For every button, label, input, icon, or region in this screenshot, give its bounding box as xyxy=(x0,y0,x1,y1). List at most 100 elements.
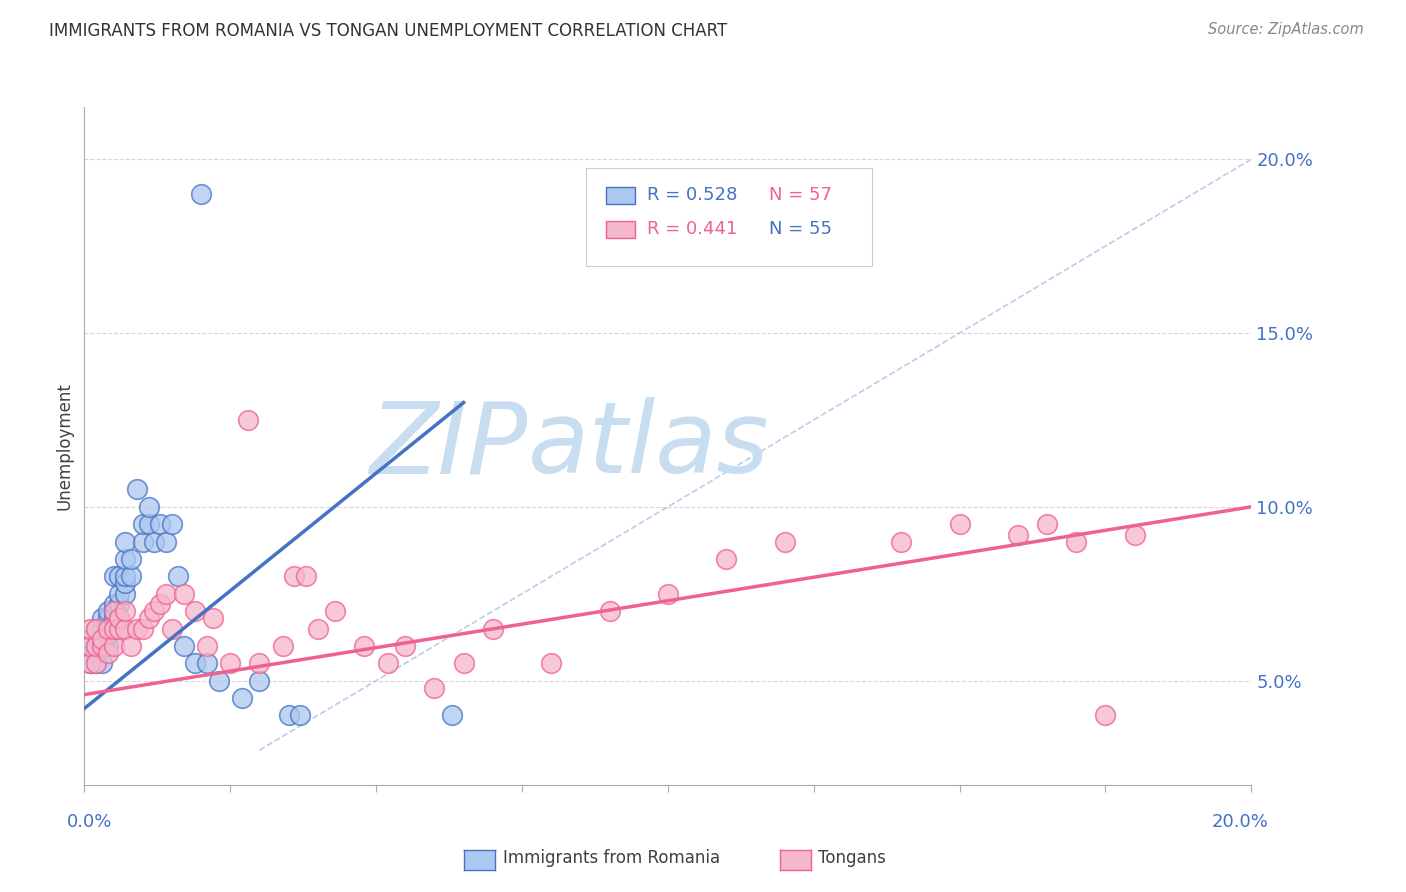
Point xyxy=(84,646,107,660)
Point xyxy=(103,604,125,618)
Point xyxy=(1123,527,1146,541)
Text: 0.0%: 0.0% xyxy=(67,813,112,830)
Point xyxy=(277,708,299,723)
Point xyxy=(173,639,195,653)
Point xyxy=(160,517,183,532)
Point xyxy=(132,517,155,532)
Point xyxy=(1066,534,1088,549)
Point xyxy=(540,657,562,671)
Point xyxy=(108,611,131,625)
Point xyxy=(90,639,112,653)
Point xyxy=(103,622,125,636)
Point xyxy=(207,673,229,688)
Bar xyxy=(606,186,636,203)
Point xyxy=(90,639,112,653)
Point xyxy=(84,639,107,653)
Point xyxy=(440,708,463,723)
Point xyxy=(114,604,136,618)
Point xyxy=(132,622,155,636)
Point xyxy=(247,673,270,688)
Point xyxy=(231,691,253,706)
Point xyxy=(173,587,195,601)
Point xyxy=(149,517,172,532)
Point xyxy=(247,657,270,671)
Point xyxy=(103,569,125,583)
Point xyxy=(97,628,120,642)
Point xyxy=(90,611,112,625)
Point xyxy=(143,604,166,618)
Point xyxy=(90,622,112,636)
Text: Immigrants from Romania: Immigrants from Romania xyxy=(503,849,720,867)
Point xyxy=(195,657,218,671)
Point xyxy=(125,622,148,636)
Point xyxy=(307,622,329,636)
Point xyxy=(97,622,120,636)
Point xyxy=(143,534,166,549)
Point xyxy=(948,517,970,532)
Point xyxy=(290,708,312,723)
Point xyxy=(90,639,112,653)
Point xyxy=(97,639,120,653)
Point xyxy=(138,500,160,514)
Text: R = 0.441: R = 0.441 xyxy=(647,220,737,238)
Point xyxy=(90,632,112,646)
Point xyxy=(114,552,136,566)
Point xyxy=(103,639,125,653)
Point xyxy=(1007,527,1029,541)
Point xyxy=(773,534,796,549)
Text: N = 57: N = 57 xyxy=(769,186,832,204)
Point xyxy=(184,657,207,671)
Point xyxy=(195,639,218,653)
Point xyxy=(79,657,101,671)
Text: IMMIGRANTS FROM ROMANIA VS TONGAN UNEMPLOYMENT CORRELATION CHART: IMMIGRANTS FROM ROMANIA VS TONGAN UNEMPL… xyxy=(49,22,727,40)
Point xyxy=(657,587,679,601)
Point xyxy=(114,576,136,591)
Point xyxy=(90,622,112,636)
Point xyxy=(97,611,120,625)
Point xyxy=(114,569,136,583)
Point xyxy=(377,657,399,671)
Point xyxy=(108,587,131,601)
Point xyxy=(714,552,737,566)
Text: atlas: atlas xyxy=(527,398,769,494)
Point xyxy=(103,604,125,618)
Point xyxy=(114,587,136,601)
Point xyxy=(84,622,107,636)
Point xyxy=(79,657,101,671)
Point xyxy=(149,597,172,611)
Point xyxy=(190,186,212,201)
Point xyxy=(103,622,125,636)
Point xyxy=(84,639,107,653)
Point xyxy=(79,632,101,646)
Point xyxy=(84,639,107,653)
Point xyxy=(120,552,142,566)
Point xyxy=(114,622,136,636)
Point xyxy=(108,597,131,611)
Point xyxy=(453,657,475,671)
Text: N = 55: N = 55 xyxy=(769,220,832,238)
Point xyxy=(97,646,120,660)
Point xyxy=(271,639,294,653)
Point xyxy=(84,622,107,636)
Point xyxy=(184,604,207,618)
Point xyxy=(138,517,160,532)
Point xyxy=(283,569,305,583)
Point xyxy=(79,622,101,636)
Point xyxy=(890,534,912,549)
Bar xyxy=(606,220,636,237)
Point xyxy=(236,413,259,427)
Point xyxy=(599,604,621,618)
Point xyxy=(323,604,346,618)
Point xyxy=(132,534,155,549)
Y-axis label: Unemployment: Unemployment xyxy=(55,382,73,510)
Point xyxy=(79,639,101,653)
Point xyxy=(90,632,112,646)
Point xyxy=(103,611,125,625)
Point xyxy=(1036,517,1059,532)
Text: R = 0.528: R = 0.528 xyxy=(647,186,737,204)
Point xyxy=(108,611,131,625)
Point xyxy=(120,639,142,653)
Text: 20.0%: 20.0% xyxy=(1212,813,1268,830)
Text: Source: ZipAtlas.com: Source: ZipAtlas.com xyxy=(1208,22,1364,37)
Point xyxy=(79,639,101,653)
